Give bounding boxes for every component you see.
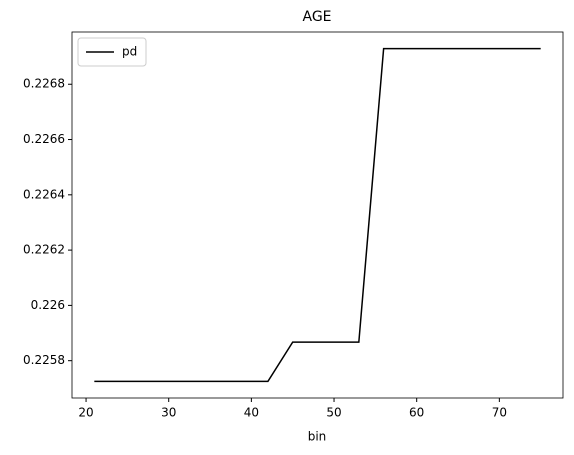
y-tick-label: 0.2262	[23, 243, 65, 257]
x-tick-label: 50	[326, 406, 341, 420]
y-tick-label: 0.2268	[23, 77, 65, 91]
y-tick-label: 0.2264	[23, 187, 65, 201]
x-tick-label: 70	[492, 406, 507, 420]
x-tick-label: 30	[161, 406, 176, 420]
x-tick-label: 40	[244, 406, 259, 420]
plot-frame	[71, 31, 564, 399]
x-tick-label: 20	[78, 406, 93, 420]
y-tick-label: 0.2266	[23, 132, 65, 146]
y-tick-label: 0.226	[31, 298, 65, 312]
x-tick-label: 60	[409, 406, 424, 420]
y-tick-label: 0.2258	[23, 353, 65, 367]
data-line	[94, 47, 541, 383]
chart-title: AGE	[302, 9, 331, 25]
x-axis-label: bin	[308, 430, 327, 444]
legend-label: pd	[122, 45, 137, 59]
